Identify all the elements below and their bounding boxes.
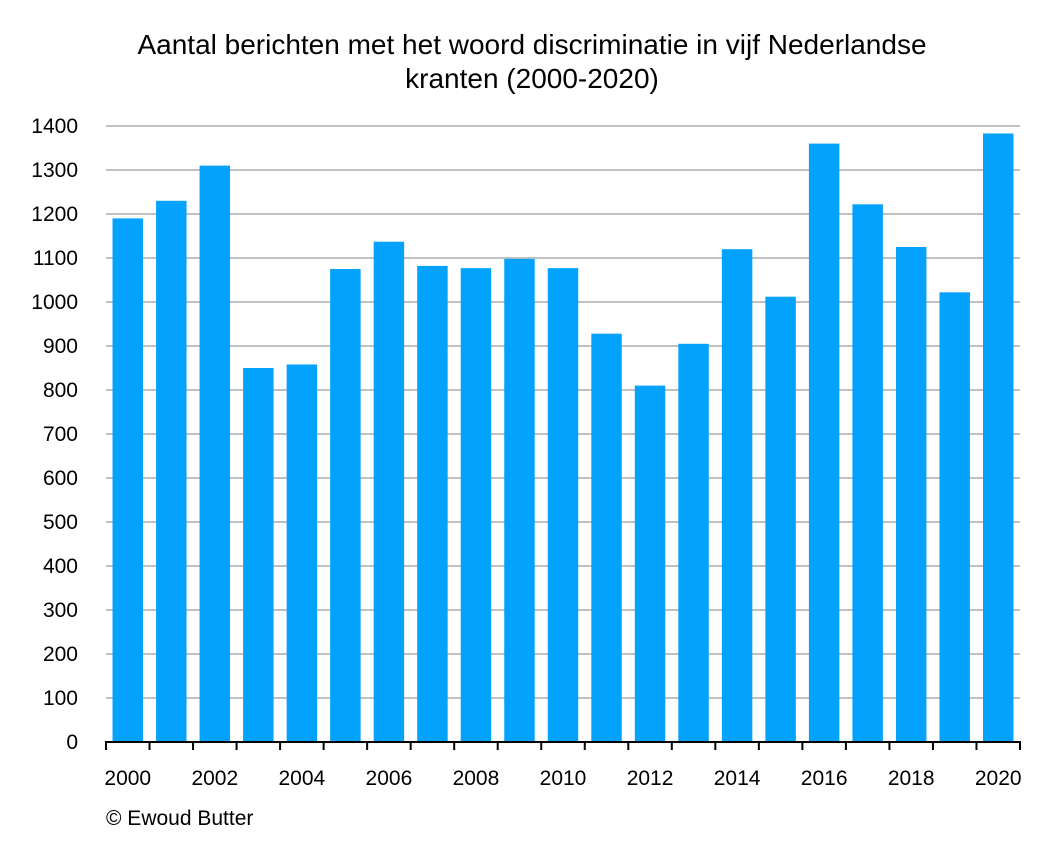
bar-2020 bbox=[983, 133, 1014, 743]
bar-2003 bbox=[243, 368, 274, 742]
y-tick-label: 500 bbox=[43, 511, 78, 534]
bar-2001 bbox=[156, 200, 187, 743]
bar-2016 bbox=[808, 143, 840, 743]
bars bbox=[112, 133, 1014, 743]
chart-title: Aantal berichten met het woord discrimin… bbox=[0, 28, 1064, 96]
bar-2011 bbox=[591, 333, 622, 742]
y-tick-label: 200 bbox=[43, 643, 78, 666]
y-tick-label: 1100 bbox=[33, 247, 78, 270]
x-tick-label: 2010 bbox=[540, 767, 587, 790]
bar-2002 bbox=[199, 165, 231, 743]
bar-2019 bbox=[939, 292, 970, 742]
y-tick-labels: 0 100 200 300 400 500 600 700 800 900 1000 1100 1200… bbox=[31, 115, 78, 754]
bar-2012 bbox=[634, 385, 666, 742]
bar-2004 bbox=[286, 364, 318, 742]
x-tick-label: 2004 bbox=[278, 767, 325, 790]
x-tick-label: 2012 bbox=[627, 767, 674, 790]
chart-title-line-1: Aantal berichten met het woord discrimin… bbox=[137, 29, 927, 60]
bar-2014 bbox=[721, 249, 753, 742]
y-tick-label: 900 bbox=[43, 335, 78, 358]
y-tick-label: 400 bbox=[43, 555, 78, 578]
bar-2013 bbox=[678, 343, 709, 742]
bar-2015 bbox=[765, 296, 796, 742]
y-tick-label: 700 bbox=[43, 423, 78, 446]
credit-text: © Ewoud Butter bbox=[106, 807, 254, 830]
bar-2009 bbox=[504, 258, 535, 742]
bar-2005 bbox=[330, 269, 361, 742]
bar-2010 bbox=[547, 268, 579, 742]
bar-2017 bbox=[852, 204, 883, 742]
x-tick-label: 2002 bbox=[191, 767, 238, 790]
y-tick-label: 1000 bbox=[31, 291, 78, 314]
y-tick-label: 100 bbox=[43, 687, 78, 710]
bar-2000 bbox=[112, 218, 143, 742]
y-tick-label: 1400 bbox=[31, 115, 78, 138]
y-tick-label: 800 bbox=[43, 379, 78, 402]
x-tick-label: 2020 bbox=[975, 767, 1022, 790]
y-tick-label: 0 bbox=[66, 731, 78, 754]
y-tick-label: 1300 bbox=[31, 159, 78, 182]
chart-title-line-2: kranten (2000-2020) bbox=[405, 63, 659, 94]
bar-2008 bbox=[460, 268, 492, 742]
x-tick-label: 2000 bbox=[104, 767, 151, 790]
x-tick-labels: 2000 2002 2004 2006 2008 2010 2012 2014 2016 2018… bbox=[104, 767, 1021, 790]
bar-2006 bbox=[373, 241, 405, 742]
axes bbox=[105, 741, 1021, 750]
bar-2018 bbox=[895, 247, 927, 742]
y-tick-label: 300 bbox=[43, 599, 78, 622]
x-tick-label: 2018 bbox=[888, 767, 935, 790]
y-tick-label: 600 bbox=[43, 467, 78, 490]
x-tick-label: 2014 bbox=[714, 767, 761, 790]
x-tick-label: 2006 bbox=[366, 767, 413, 790]
y-tick-label: 1200 bbox=[31, 203, 78, 226]
x-tick-label: 2016 bbox=[801, 767, 848, 790]
bar-2007 bbox=[417, 265, 448, 742]
x-tick-label: 2008 bbox=[453, 767, 500, 790]
